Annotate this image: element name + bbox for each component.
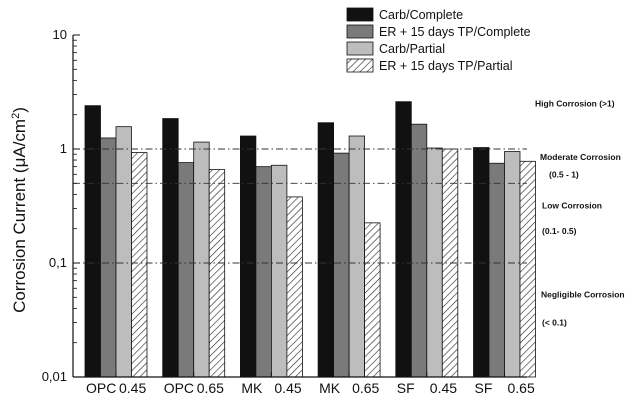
bar-2-series-4	[208, 169, 226, 378]
legend-swatch-1	[346, 7, 374, 22]
bar-2-series-3	[193, 141, 210, 378]
bar-3-series-2	[255, 166, 272, 378]
x-category-ratio: 0.65	[197, 380, 224, 396]
bar-6-series-2	[488, 162, 505, 378]
bar-4-series-1	[317, 122, 335, 378]
bar-2-series-2	[177, 162, 195, 378]
bar-2-series-1	[162, 118, 179, 378]
legend-label-4: ER + 15 days TP/Partial	[379, 59, 513, 73]
bar-6-series-3	[504, 151, 521, 378]
y-label-mu: μ	[10, 158, 29, 168]
x-category-ratio: 0.45	[274, 380, 301, 396]
x-category-name: SF	[397, 380, 415, 396]
bar-1-series-3	[115, 126, 132, 378]
y-label-unit: A/cm	[10, 119, 29, 158]
x-category-name: SF	[475, 380, 493, 396]
y-label-suffix: )	[10, 107, 29, 113]
x-category-ratio: 0.45	[119, 380, 146, 396]
bar-5-series-1	[395, 101, 412, 378]
legend-swatch-2	[346, 24, 374, 39]
x-category-name: OPC	[86, 380, 116, 396]
legend-label-3: Carb/Partial	[379, 42, 445, 56]
annotation-2: Moderate Corrosion	[540, 152, 621, 162]
annotation-3: (0.5 - 1)	[549, 169, 579, 179]
legend-label-1: Carb/Complete	[379, 8, 463, 22]
bar-4-series-2	[333, 152, 350, 378]
bar-3-series-4	[286, 196, 303, 378]
legend: Carb/Complete ER + 15 days TP/Complete Car…	[346, 7, 531, 73]
bar-4-series-4	[364, 222, 381, 378]
bar-4-series-3	[348, 135, 366, 378]
bar-6-series-4	[519, 160, 536, 378]
bars-layer	[84, 101, 536, 378]
legend-label-2: ER + 15 days TP/Complete	[379, 25, 531, 39]
annotation-5: (0.1- 0.5)	[542, 226, 577, 236]
annotations: High Corrosion (>1) Moderate Corrosion (0.…	[535, 99, 625, 328]
annotation-7: (< 0.1)	[542, 318, 567, 328]
y-label-sup: 2	[10, 113, 22, 119]
bar-1-series-1	[84, 105, 101, 378]
y-tick-label: 1	[60, 141, 67, 156]
bar-1-series-2	[100, 137, 117, 378]
y-label-prefix: Corrosion Current (	[10, 167, 29, 313]
x-category-name: MK	[319, 380, 341, 396]
legend-swatch-3	[346, 41, 374, 56]
bar-5-series-3	[426, 147, 443, 378]
bar-6-series-1	[473, 147, 490, 378]
bar-3-series-3	[270, 164, 288, 378]
annotation-1: High Corrosion (>1)	[535, 99, 615, 109]
legend-swatch-4	[346, 58, 374, 73]
bar-3-series-1	[239, 135, 257, 378]
y-tick-label: 10	[53, 27, 67, 42]
reference-lines	[73, 148, 527, 264]
x-category-ratio: 0.45	[430, 380, 457, 396]
y-tick-label: 0,1	[49, 255, 67, 270]
x-category-name: MK	[241, 380, 263, 396]
bar-1-series-4	[131, 152, 148, 378]
bar-5-series-2	[410, 123, 428, 378]
x-category-ratio: 0.65	[352, 380, 379, 396]
x-category-name: OPC	[164, 380, 194, 396]
annotation-6: Negligible Corrosion	[541, 289, 625, 299]
x-category-ratio: 0.65	[508, 380, 535, 396]
annotation-4: Low Corrosion	[542, 200, 602, 210]
y-axis-label: Corrosion Current (μA/cm2)	[10, 107, 29, 313]
y-tick-label: 0,01	[42, 369, 67, 384]
